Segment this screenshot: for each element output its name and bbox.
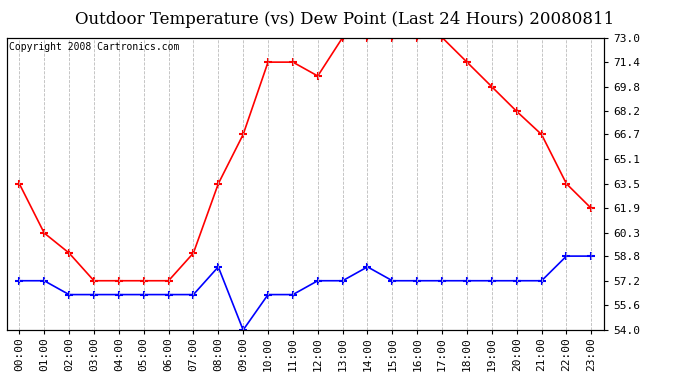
Text: Outdoor Temperature (vs) Dew Point (Last 24 Hours) 20080811: Outdoor Temperature (vs) Dew Point (Last…	[75, 11, 615, 28]
Text: Copyright 2008 Cartronics.com: Copyright 2008 Cartronics.com	[9, 42, 179, 52]
